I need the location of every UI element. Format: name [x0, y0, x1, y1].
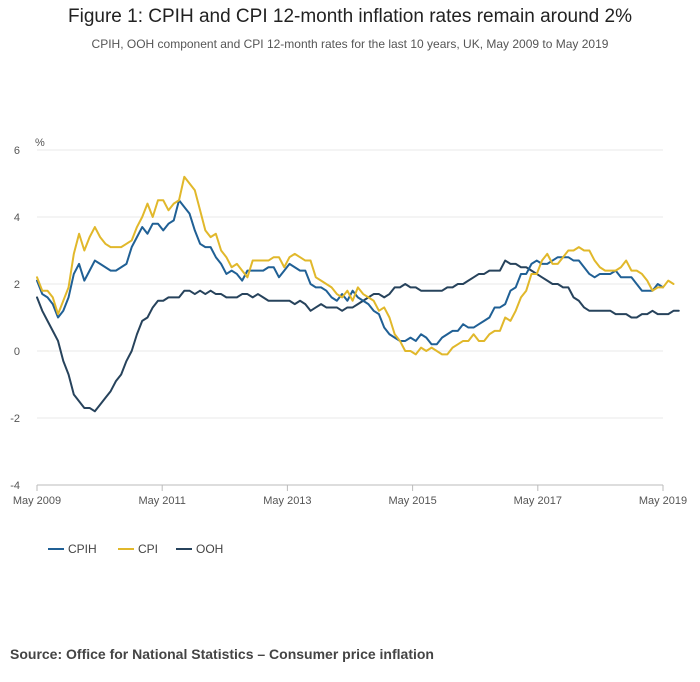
legend-label-ooh: OOH [196, 542, 223, 556]
x-tick-label: May 2017 [514, 495, 562, 507]
legend-label-cpih: CPIH [68, 542, 97, 556]
source-note: Source: Office for National Statistics –… [10, 646, 434, 662]
x-tick-label: May 2011 [138, 495, 186, 507]
y-tick-label: -2 [10, 413, 20, 425]
y-axis-ticks: -4 -2 0 2 4 6 [10, 145, 20, 492]
y-tick-label: 4 [14, 212, 20, 224]
chart-subtitle: CPIH, OOH component and CPI 12-month rat… [91, 37, 609, 51]
y-tick-label: -4 [10, 480, 20, 492]
y-tick-label: 0 [14, 346, 20, 358]
chart-title: Figure 1: CPIH and CPI 12-month inflatio… [68, 6, 632, 27]
y-tick-label: 6 [14, 145, 20, 157]
x-axis: May 2009 May 2011 May 2013 May 2015 May 2017… [13, 484, 687, 507]
series-line-ooh [36, 259, 680, 413]
series-lines [36, 175, 680, 413]
series-line-cpih [36, 199, 664, 346]
x-tick-label: May 2013 [263, 495, 311, 507]
y-axis-label: % [35, 137, 45, 149]
y-tick-label: 2 [14, 279, 20, 291]
series-line-cpi [36, 175, 675, 356]
x-tick-label: May 2009 [13, 495, 61, 507]
grid-lines [37, 149, 663, 486]
legend-label-cpi: CPI [138, 542, 158, 556]
legend: CPIH CPI OOH [48, 542, 223, 556]
x-tick-label: May 2019 [639, 495, 687, 507]
x-tick-label: May 2015 [388, 495, 436, 507]
